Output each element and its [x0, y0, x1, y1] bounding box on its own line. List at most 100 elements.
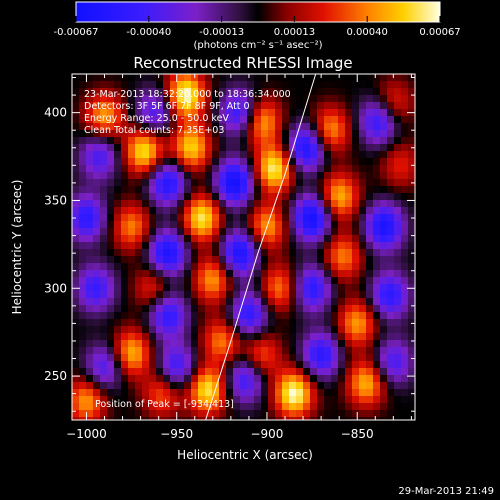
heatmap-cell — [79, 270, 87, 278]
heatmap-cell — [275, 123, 283, 131]
heatmap-cell — [184, 228, 192, 236]
heatmap-cell — [345, 95, 353, 103]
heatmap-cell — [289, 200, 297, 208]
heatmap-cell — [142, 235, 150, 243]
heatmap-cell — [219, 242, 227, 250]
heatmap-cell — [107, 249, 115, 257]
heatmap-cell — [401, 291, 409, 299]
heatmap-cell — [240, 95, 248, 103]
heatmap-cell — [163, 305, 171, 313]
heatmap-cell — [261, 207, 269, 215]
heatmap-cell — [86, 186, 94, 194]
heatmap-cell — [121, 410, 129, 418]
heatmap-cell — [324, 172, 332, 180]
heatmap-cell — [282, 326, 290, 334]
heatmap-cell — [380, 214, 388, 222]
heatmap-cell — [156, 277, 164, 285]
heatmap-cell — [359, 123, 367, 131]
heatmap-cell — [338, 102, 346, 110]
heatmap-cell — [394, 123, 402, 131]
colorbar-tick-label: -0.00013 — [199, 27, 244, 38]
heatmap-cell — [408, 207, 415, 215]
heatmap-cell — [310, 123, 318, 131]
heatmap-cell — [79, 249, 87, 257]
heatmap-cell — [401, 207, 409, 215]
heatmap-cell — [408, 95, 415, 103]
heatmap-cell — [268, 312, 276, 320]
heatmap-cell — [324, 347, 332, 355]
heatmap-cell — [198, 214, 206, 222]
heatmap-cell — [240, 123, 248, 131]
heatmap-cell — [170, 74, 178, 82]
y-tick-label: 400 — [44, 106, 67, 120]
heatmap-cell — [296, 186, 304, 194]
heatmap-cell — [163, 179, 171, 187]
heatmap-cell — [310, 361, 318, 369]
heatmap-cell — [261, 116, 269, 124]
heatmap-cell — [205, 410, 213, 418]
heatmap-cell — [338, 333, 346, 341]
heatmap-cell — [212, 137, 220, 145]
heatmap-cell — [170, 242, 178, 250]
heatmap-cell — [247, 340, 255, 348]
heatmap-cell — [408, 396, 415, 404]
heatmap-cell — [156, 74, 164, 82]
heatmap-cell — [107, 123, 115, 131]
heatmap-cell — [261, 340, 269, 348]
heatmap-cell — [170, 158, 178, 166]
heatmap-cell — [114, 109, 122, 117]
heatmap-cell — [303, 403, 311, 411]
heatmap-cell — [366, 312, 374, 320]
heatmap-cell — [373, 179, 381, 187]
heatmap-cell — [226, 130, 234, 138]
heatmap-cell — [289, 137, 297, 145]
heatmap-cell — [107, 130, 115, 138]
heatmap-cell — [387, 109, 395, 117]
heatmap-cell — [345, 123, 353, 131]
heatmap-cell — [156, 298, 164, 306]
heatmap-cell — [233, 179, 241, 187]
heatmap-cell — [212, 410, 220, 418]
heatmap-cell — [156, 179, 164, 187]
heatmap-cell — [352, 221, 360, 229]
heatmap-cell — [198, 326, 206, 334]
heatmap-cell — [205, 333, 213, 341]
heatmap-cell — [233, 340, 241, 348]
heatmap-cell — [408, 403, 415, 411]
heatmap-cell — [226, 158, 234, 166]
heatmap-cell — [331, 326, 339, 334]
heatmap-cell — [394, 249, 402, 257]
heatmap-cell — [282, 165, 290, 173]
heatmap-cell — [86, 200, 94, 208]
heatmap-cell — [135, 123, 143, 131]
heatmap-cell — [310, 368, 318, 376]
heatmap-cell — [289, 207, 297, 215]
heatmap-cell — [247, 137, 255, 145]
heatmap-cell — [226, 207, 234, 215]
heatmap-cell — [324, 291, 332, 299]
heatmap-cell — [128, 319, 136, 327]
heatmap-cell — [247, 88, 255, 96]
heatmap-cell — [324, 221, 332, 229]
heatmap-cell — [191, 144, 199, 152]
heatmap-cell — [163, 361, 171, 369]
heatmap-cell — [268, 151, 276, 159]
heatmap-cell — [198, 347, 206, 355]
heatmap-cell — [366, 200, 374, 208]
heatmap-cell — [317, 389, 325, 397]
heatmap-cell — [401, 333, 409, 341]
heatmap-cell — [128, 186, 136, 194]
heatmap-cell — [394, 137, 402, 145]
heatmap-cell — [275, 221, 283, 229]
heatmap-cell — [380, 137, 388, 145]
heatmap-cell — [219, 158, 227, 166]
heatmap-cell — [170, 221, 178, 229]
heatmap-cell — [135, 291, 143, 299]
heatmap-cell — [142, 375, 150, 383]
heatmap-cell — [198, 410, 206, 418]
heatmap-cell — [373, 123, 381, 131]
heatmap-cell — [142, 326, 150, 334]
heatmap-cell — [114, 186, 122, 194]
heatmap-cell — [149, 270, 157, 278]
heatmap-cell — [184, 340, 192, 348]
